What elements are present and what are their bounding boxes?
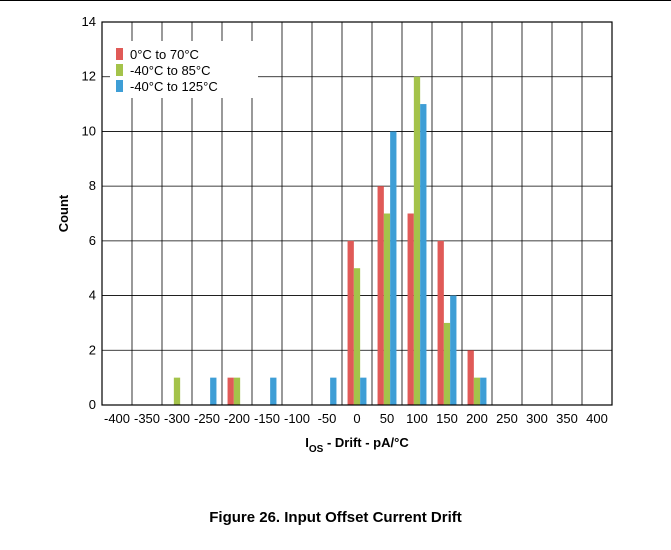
y-tick-label: 4 bbox=[89, 288, 96, 303]
y-tick-label: 2 bbox=[89, 342, 96, 357]
bar bbox=[347, 240, 354, 405]
legend-label: -40°C to 125°C bbox=[130, 79, 218, 94]
y-tick-label: 12 bbox=[82, 69, 96, 84]
x-tick-label: 400 bbox=[586, 411, 608, 426]
x-tick-label: 0 bbox=[353, 411, 360, 426]
y-tick-labels: 0 2 4 6 8 10 12 14 bbox=[82, 14, 96, 412]
bar bbox=[210, 377, 217, 405]
y-tick-label: 0 bbox=[89, 397, 96, 412]
legend-swatch bbox=[116, 48, 123, 60]
bar bbox=[437, 240, 444, 405]
y-tick-label: 8 bbox=[89, 178, 96, 193]
x-tick-label: -300 bbox=[164, 411, 190, 426]
legend-swatch bbox=[116, 64, 123, 76]
bar bbox=[270, 377, 277, 405]
legend-background bbox=[110, 41, 258, 98]
bar bbox=[330, 377, 337, 405]
bar bbox=[233, 377, 241, 405]
grid bbox=[102, 22, 612, 405]
bar bbox=[360, 377, 367, 405]
x-tick-label: 150 bbox=[436, 411, 458, 426]
bar bbox=[467, 350, 474, 405]
x-tick-label: -350 bbox=[134, 411, 160, 426]
bar bbox=[390, 131, 397, 405]
bar bbox=[420, 104, 427, 406]
top-rule bbox=[0, 0, 671, 1]
x-tick-label: 250 bbox=[496, 411, 518, 426]
x-axis-label: IOS - Drift - pA/°C bbox=[305, 435, 409, 455]
x-tick-label: -150 bbox=[254, 411, 280, 426]
y-tick-label: 10 bbox=[82, 123, 96, 138]
bar bbox=[227, 377, 234, 405]
legend-label: 0°C to 70°C bbox=[130, 47, 199, 62]
bar bbox=[383, 213, 391, 405]
x-axis-label-subscript: OS bbox=[309, 444, 324, 455]
x-axis-label-main: I bbox=[305, 435, 309, 450]
legend: 0°C to 70°C-40°C to 85°C-40°C to 125°C bbox=[110, 41, 258, 98]
bar bbox=[473, 377, 481, 405]
x-tick-label: 200 bbox=[466, 411, 488, 426]
bar bbox=[443, 322, 451, 405]
x-tick-label: -250 bbox=[194, 411, 220, 426]
x-tick-label: -200 bbox=[224, 411, 250, 426]
plot-frame bbox=[101, 21, 613, 406]
bar bbox=[413, 76, 421, 405]
y-axis-label: Count bbox=[56, 194, 71, 232]
legend-swatch bbox=[116, 80, 123, 92]
y-tick-label: 6 bbox=[89, 233, 96, 248]
legend-label: -40°C to 85°C bbox=[130, 63, 211, 78]
x-axis-label-rest: - Drift - pA/°C bbox=[323, 435, 409, 450]
x-tick-label: 50 bbox=[380, 411, 394, 426]
x-tick-label: 300 bbox=[526, 411, 548, 426]
x-tick-label: 350 bbox=[556, 411, 578, 426]
bar bbox=[173, 377, 181, 405]
x-tick-label: -50 bbox=[318, 411, 337, 426]
bar bbox=[450, 295, 457, 405]
figure-caption: Figure 26. Input Offset Current Drift bbox=[209, 509, 462, 526]
bars bbox=[173, 76, 487, 406]
bar bbox=[377, 186, 384, 405]
bar bbox=[353, 268, 361, 405]
bar bbox=[407, 213, 414, 405]
y-tick-label: 14 bbox=[82, 14, 96, 29]
x-tick-labels: -400 -350 -300 -250 -200 -150 -100 -50 0 50 100 150… bbox=[104, 411, 608, 426]
x-tick-label: -100 bbox=[284, 411, 310, 426]
histogram-chart: 0 2 4 6 8 10 12 14 -400 -350 -300 -250 -200 -150 -100… bbox=[56, 14, 613, 455]
bar bbox=[480, 377, 487, 405]
x-tick-label: 100 bbox=[406, 411, 428, 426]
x-tick-label: -400 bbox=[104, 411, 130, 426]
